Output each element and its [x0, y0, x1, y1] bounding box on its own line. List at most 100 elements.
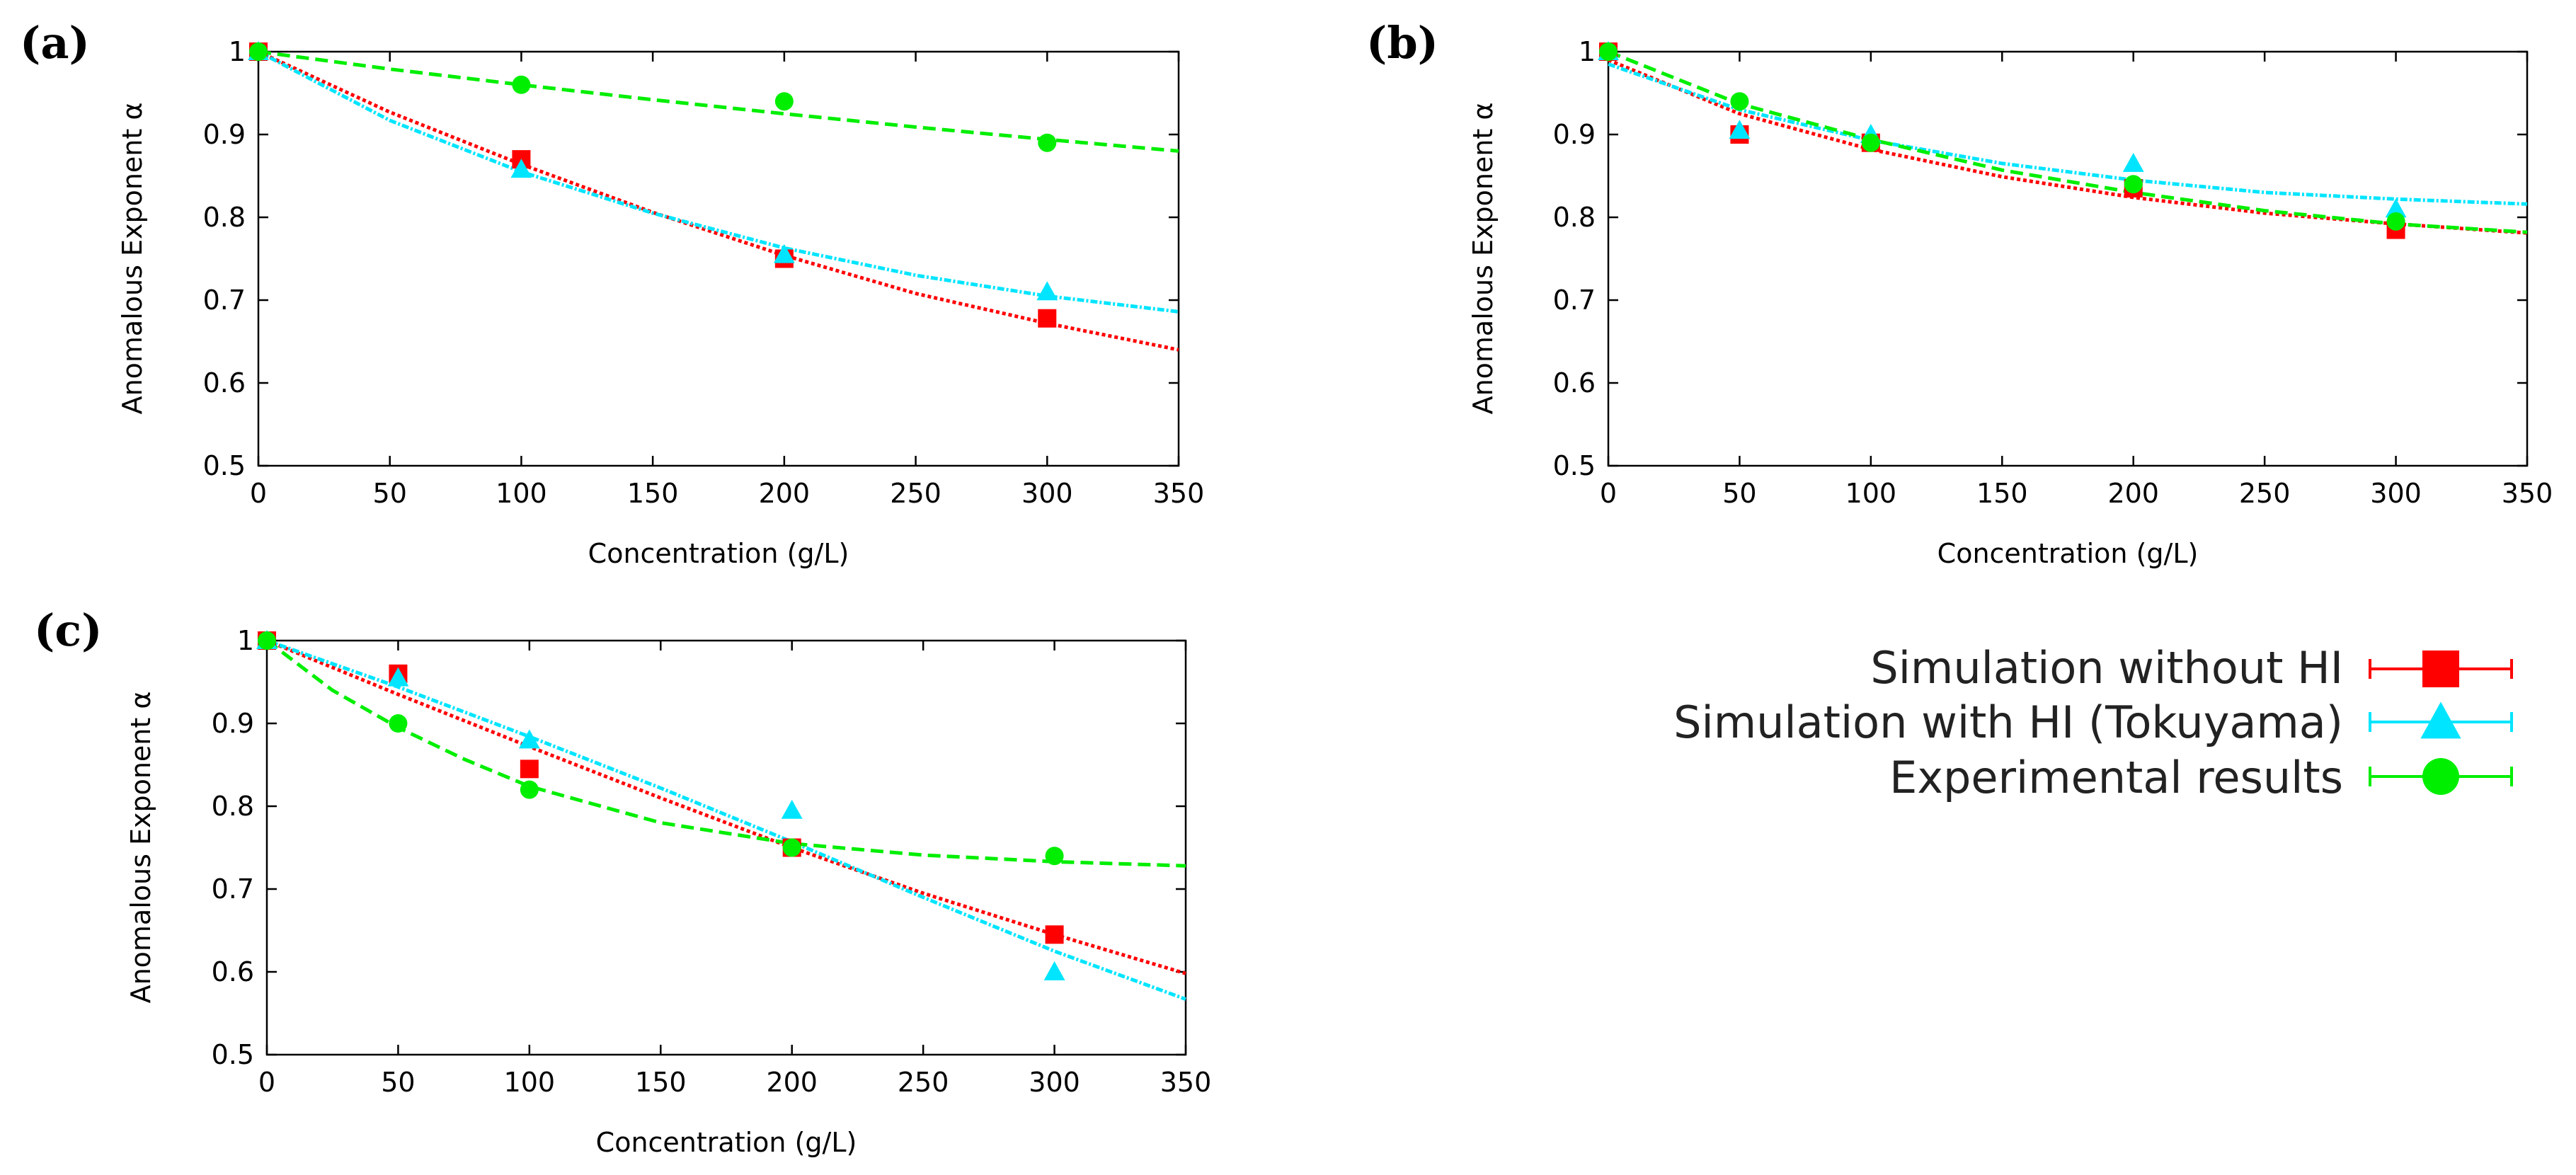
- panel-c-x-tick-label: 250: [898, 1067, 949, 1098]
- panel-c-y-tick-label: 1: [237, 625, 254, 656]
- panel-c-y-tick-label: 0.8: [212, 791, 254, 822]
- panel-a-y-tick-label: 0.6: [203, 367, 246, 399]
- panel-b-data-point-simulation-with-hi-tokuyama: [1729, 120, 1751, 139]
- panel-b-data-point-simulation-with-hi-tokuyama: [2385, 198, 2407, 218]
- panel-c-data-point-experimental-results: [389, 714, 408, 733]
- panel-b-data-point-experimental-results: [2386, 212, 2405, 231]
- legend-key-marker: [2422, 650, 2459, 687]
- legend: Simulation without HI Simulation with HI…: [1673, 642, 2513, 803]
- panel-a-data-point-experimental-results: [1038, 133, 1057, 152]
- panel-b-x-tick-label: 350: [2502, 478, 2553, 509]
- panel-c-x-tick-label: 50: [381, 1067, 415, 1098]
- panel-c-y-tick-label: 0.6: [212, 956, 254, 987]
- panel-c-x-tick-label: 300: [1029, 1067, 1080, 1098]
- panel-a-x-tick-label: 100: [496, 478, 547, 509]
- panel-c-y-tick-label: 0.9: [212, 708, 254, 739]
- panel-b-x-tick-label: 200: [2107, 478, 2159, 509]
- panel-c-fit-curve-experimental-results: [265, 639, 1186, 868]
- panel-a-plot-frame: [257, 50, 1180, 467]
- panel-a-fit-curve-simulation-without-hi: [257, 50, 1179, 352]
- panel-a-y-tick-label: 0.8: [203, 202, 246, 233]
- panel-c-data-point-simulation-with-hi-tokuyama: [1043, 961, 1065, 980]
- panel-c-fit-curve-simulation-with-hi-tokuyama: [266, 638, 1186, 1001]
- panel-b-x-axis-label: Concentration (g/L): [1937, 538, 2199, 569]
- panel-c-data-point-experimental-results: [782, 838, 801, 857]
- panel-a-data-point-simulation-with-hi-tokuyama: [510, 159, 532, 178]
- legend-entry-simulation-without-hi: Simulation without HI: [1870, 642, 2513, 694]
- panel-a-x-tick-label: 0: [250, 478, 267, 509]
- panel-a-fit-curve-experimental-results: [258, 50, 1179, 153]
- panel-c-x-tick-label: 200: [766, 1067, 818, 1098]
- panel-a-y-tick-label: 1: [229, 36, 246, 67]
- panel-a-data-point-experimental-results: [512, 75, 531, 94]
- panel-b-x-tick-label: 250: [2239, 478, 2291, 509]
- panel-c-fit-curve-simulation-without-hi: [266, 638, 1186, 975]
- panel-c-data-point-simulation-with-hi-tokuyama: [781, 799, 803, 819]
- panel-a-x-tick-label: 300: [1021, 478, 1073, 509]
- panel-c-x-tick-label: 350: [1160, 1067, 1212, 1098]
- panel-c-y-tick-label: 0.7: [212, 873, 254, 905]
- panel-c-data-point-experimental-results: [258, 631, 276, 650]
- panel-c-x-tick-label: 100: [504, 1067, 556, 1098]
- legend-label-experimental-results: Experimental results: [1889, 752, 2343, 803]
- legend-key-experimental-results: [2369, 758, 2513, 795]
- panel-b-data-points: [1598, 41, 2407, 239]
- panel-a-y-tick-label: 0.9: [203, 119, 246, 150]
- panel-a-x-tick-label: 350: [1153, 478, 1205, 509]
- panel-c-ticks: 0 50 100 150 200 250 300 350 0.5 0.6 0.7 0.8 0.9 1: [212, 625, 1212, 1098]
- panel-a-fit-curves: [257, 50, 1179, 352]
- panel-a-data-point-simulation-with-hi-tokuyama: [773, 243, 795, 263]
- panel-c-data-point-simulation-without-hi: [1045, 925, 1064, 944]
- panel-c-y-tick-label: 0.5: [212, 1039, 254, 1070]
- panel-a-x-tick-label: 150: [627, 478, 679, 509]
- panel-b-x-tick-label: 50: [1722, 478, 1756, 509]
- panel-a-data-point-experimental-results: [249, 42, 268, 61]
- panel-b-x-tick-label: 100: [1845, 478, 1897, 509]
- panel-b-x-tick-label: 150: [1976, 478, 2028, 509]
- panel-c-x-axis-label: Concentration (g/L): [596, 1127, 857, 1158]
- panel-a-y-axis-label: Anomalous Exponent α: [117, 103, 148, 415]
- panel-b-data-point-experimental-results: [1861, 133, 1880, 152]
- panel-b-x-tick-label: 300: [2370, 478, 2422, 509]
- panel-a-x-tick-label: 250: [890, 478, 941, 509]
- panel-c-fit-curves: [265, 638, 1186, 1001]
- panel-b-y-tick-label: 0.6: [1553, 367, 1596, 399]
- panel-a-data-point-simulation-with-hi-tokuyama: [1036, 281, 1058, 301]
- panel-b-y-tick-label: 0.9: [1553, 119, 1596, 150]
- legend-key-simulation-without-hi: [2369, 650, 2513, 687]
- panel-b-plot-frame: [1607, 50, 2529, 467]
- panel-a-letter: (a): [20, 17, 90, 69]
- panel-c-data-point-experimental-results: [520, 780, 539, 799]
- panel-b-fit-curve-experimental-results: [1608, 50, 2528, 234]
- panel-c-letter: (c): [34, 604, 102, 656]
- panel-a-ticks: 0 50 100 150 200 250 300 350 0.5 0.6 0.7 0.8 0.9 1: [203, 36, 1205, 509]
- panel-b-data-point-experimental-results: [1599, 42, 1618, 61]
- legend-label-simulation-without-hi: Simulation without HI: [1870, 642, 2343, 694]
- legend-label-simulation-with-hi: Simulation with HI (Tokuyama): [1673, 697, 2343, 748]
- panel-a-y-tick-label: 0.7: [203, 285, 246, 316]
- panel-a: (a) 0 50 100 150 200 250 300 350 0.5 0.6 0.7 0.8 0.9…: [20, 17, 1204, 569]
- panel-b-data-point-experimental-results: [2124, 175, 2143, 194]
- panel-a-fit-curve-simulation-with-hi-tokuyama: [257, 50, 1179, 314]
- panel-b-y-tick-label: 0.8: [1553, 202, 1596, 233]
- panel-c-data-point-experimental-results: [1045, 847, 1064, 866]
- panel-a-y-tick-label: 0.5: [203, 450, 246, 481]
- panel-b-data-point-simulation-with-hi-tokuyama: [2122, 153, 2144, 172]
- panel-c-plot-frame: [265, 639, 1187, 1056]
- panel-a-data-points: [248, 41, 1058, 328]
- panel-b-fit-curve-simulation-without-hi: [1608, 58, 2528, 235]
- panel-a-data-point-simulation-without-hi: [1038, 309, 1057, 328]
- panel-c-x-tick-label: 150: [635, 1067, 687, 1098]
- panel-c-data-point-simulation-with-hi-tokuyama: [518, 729, 540, 749]
- panel-c-data-point-simulation-with-hi-tokuyama: [387, 667, 409, 687]
- legend-entry-experimental-results: Experimental results: [1889, 752, 2513, 803]
- panel-a-x-tick-label: 200: [759, 478, 811, 509]
- panel-a-data-point-experimental-results: [774, 92, 794, 111]
- panel-b-y-axis-label: Anomalous Exponent α: [1467, 103, 1499, 415]
- legend-key-marker: [2422, 758, 2459, 795]
- panel-c-x-tick-label: 0: [258, 1067, 275, 1098]
- legend-key-simulation-with-hi: [2369, 701, 2513, 739]
- panel-b-x-tick-label: 0: [1600, 478, 1617, 509]
- panel-b-y-tick-label: 0.7: [1553, 285, 1596, 316]
